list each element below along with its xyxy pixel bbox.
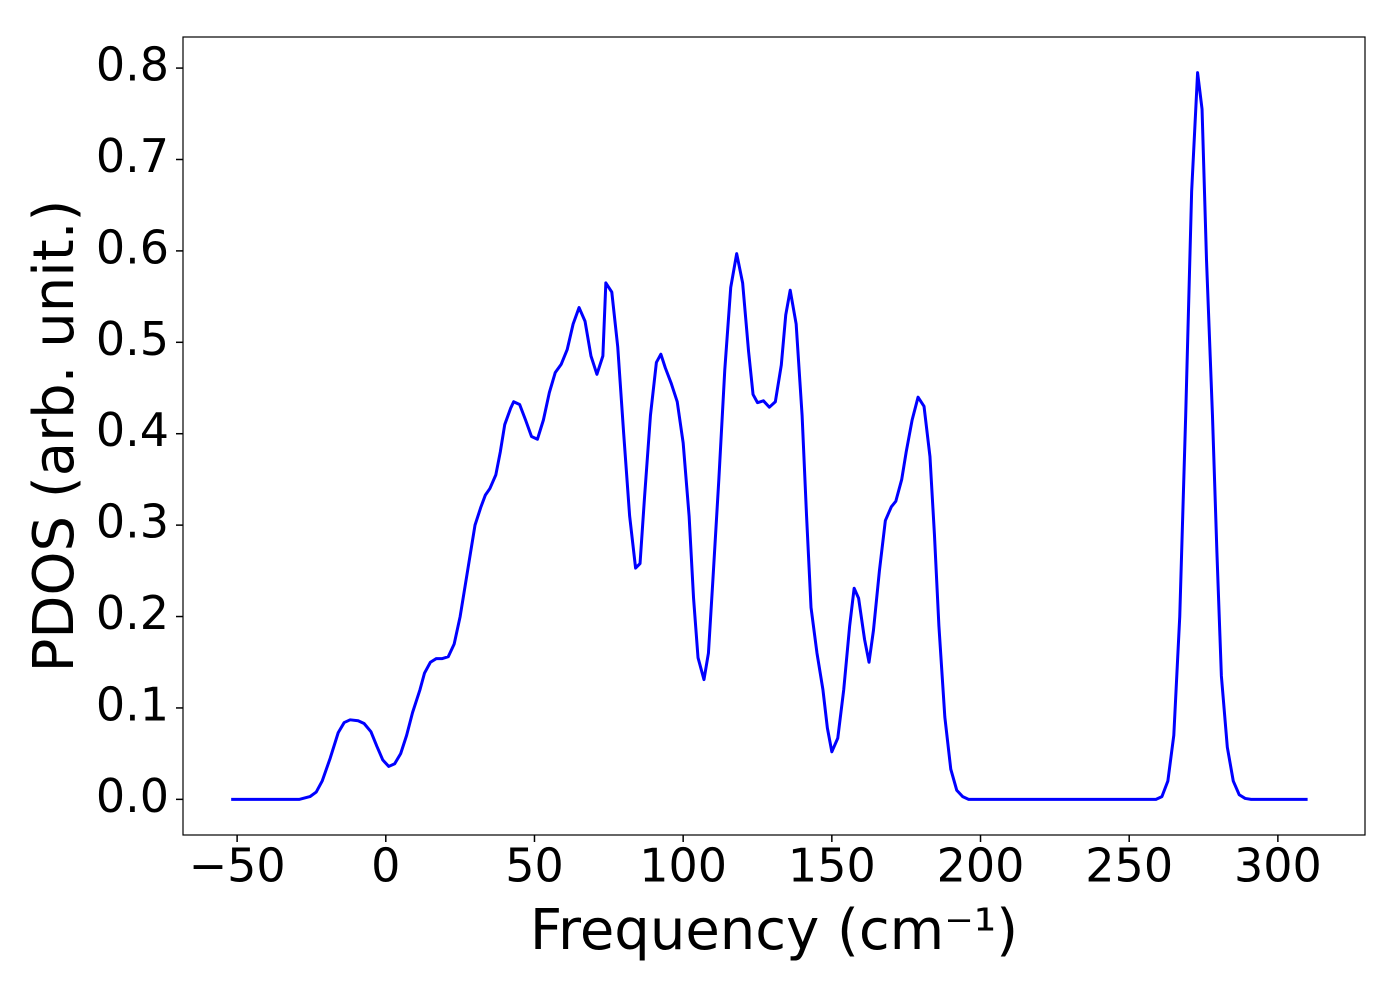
y-tick-label: 0.6 bbox=[96, 220, 169, 274]
line bbox=[231, 71, 1308, 801]
x-axis-label: Frequency (cm⁻¹) bbox=[530, 898, 1018, 963]
y-tick-label: 0.5 bbox=[96, 312, 169, 366]
y-tick-label: 0.2 bbox=[96, 586, 169, 640]
y-tick-label: 0.1 bbox=[96, 677, 169, 731]
x-tick-label: 250 bbox=[1085, 839, 1173, 893]
y-tick-label: 0.0 bbox=[96, 769, 169, 823]
y-tick-label: 0.3 bbox=[96, 495, 169, 549]
x-tick-label: 100 bbox=[639, 839, 727, 893]
x-tick-label: 0 bbox=[371, 839, 400, 893]
y-tick-label: 0.8 bbox=[96, 38, 169, 92]
x-tick-label: 150 bbox=[788, 839, 876, 893]
y-tick-label: 0.7 bbox=[96, 129, 169, 183]
x-tick-label: 300 bbox=[1234, 839, 1322, 893]
plot-frame bbox=[182, 36, 1366, 836]
x-tick-label: −50 bbox=[189, 839, 286, 893]
x-tick-label: 200 bbox=[937, 839, 1025, 893]
x-tick-label: 50 bbox=[505, 839, 564, 893]
y-axis-label: PDOS (arb. unit.) bbox=[22, 200, 87, 673]
y-tick-label: 0.4 bbox=[96, 403, 169, 457]
